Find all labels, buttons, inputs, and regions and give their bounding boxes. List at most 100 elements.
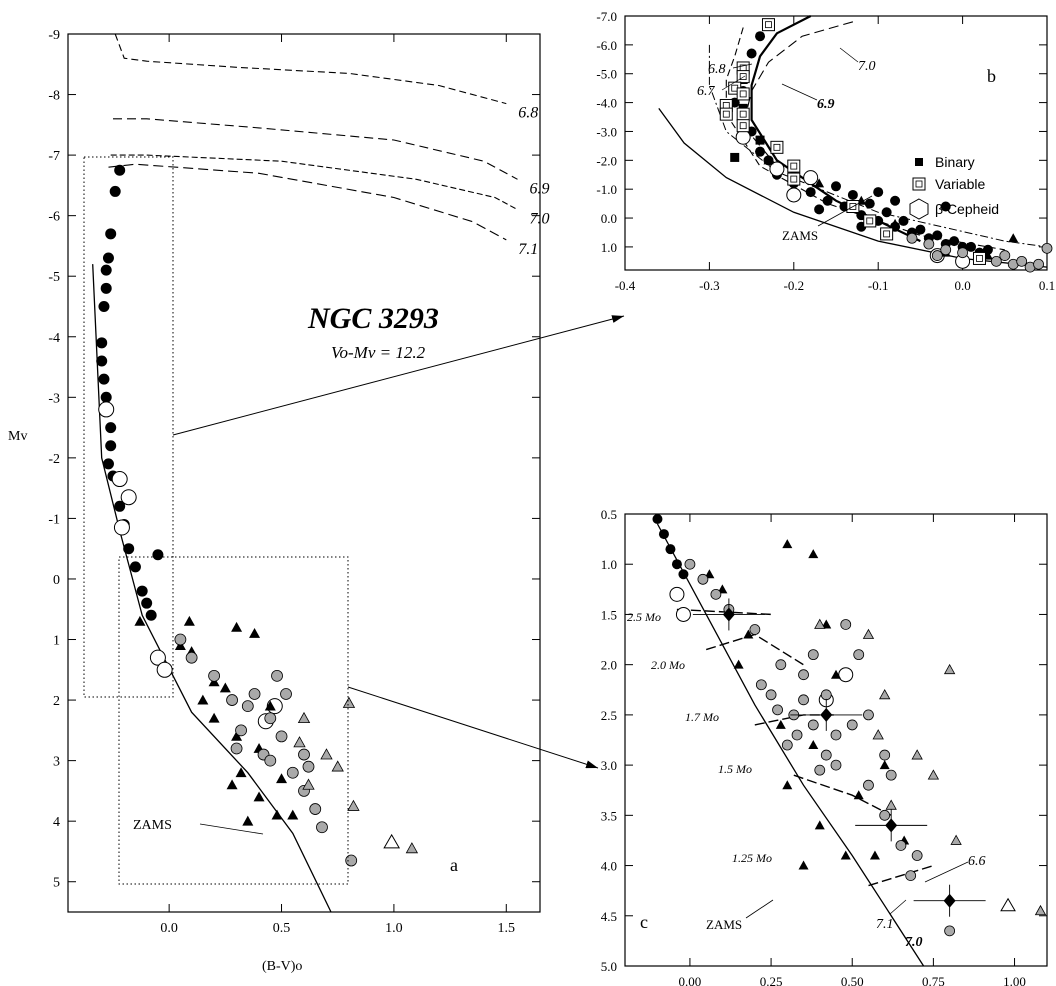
y-tick-label: 1.0 (601, 240, 617, 255)
zoom-box-c (118, 556, 349, 885)
open-circle-point (113, 519, 130, 536)
grey-triangle-point (297, 711, 311, 724)
filled-triangle-point (743, 629, 754, 639)
grey-triangle-point (302, 778, 315, 790)
grey-circle-point (863, 709, 874, 721)
filled-triangle-point (890, 218, 901, 228)
y-tick-label: 2.5 (601, 708, 617, 723)
grey-circle-point (174, 633, 187, 646)
grey-circle-point (345, 854, 358, 867)
filled-circle-point (915, 224, 926, 235)
grey-circle-point (905, 870, 917, 881)
panel-c-zams-label: ZAMS (706, 917, 742, 932)
panel-c-iso-6.6: 6.6 (968, 854, 986, 869)
grey-circle-point (241, 700, 254, 713)
filled-triangle-point (814, 820, 825, 830)
grey-circle-point (684, 558, 696, 570)
panel-b-ticks: -0.4 -0.3 -0.2 -0.1 0.0 0.1 -7.0 -6.0 -5.0 -4.0 -3… (596, 9, 1055, 293)
x-tick-label: 0.00 (679, 974, 702, 986)
y-tick-label: 2.0 (601, 658, 617, 673)
grey-triangle-point (862, 628, 875, 639)
y-tick-label: 1.0 (601, 557, 617, 572)
panel-c-mass-1.7: 1.7 Mo (685, 710, 719, 724)
grey-circle-point (298, 748, 310, 761)
grey-circle-point (885, 769, 897, 781)
grey-triangle-point (331, 760, 344, 772)
grey-circle-point (940, 244, 952, 256)
arrow-to-panel-c (347, 686, 599, 769)
y-tick-label: -6.0 (596, 38, 617, 53)
filled-circle-point (665, 544, 676, 555)
grey-circle-point (316, 821, 328, 834)
filled-circle-point (129, 561, 141, 573)
open-circle-point (735, 129, 751, 145)
track-2.5-Mo (676, 608, 772, 616)
open-triangle-point (383, 833, 401, 849)
grey-circle-point (286, 766, 299, 779)
filled-triangle-point (264, 700, 276, 711)
grey-circle-point (879, 749, 891, 761)
grey-circle-point (1041, 242, 1053, 254)
panel-c-zams-pointer (745, 899, 774, 919)
filled-circle-point (100, 391, 112, 403)
grey-triangle-point (879, 688, 891, 700)
panel-b-pointer-6.9 (781, 83, 818, 101)
filled-triangle-point (226, 779, 238, 790)
isochrone-label-7.0: 7.0 (530, 211, 550, 228)
x-tick-label: 0.0 (160, 921, 178, 936)
filled-triangle-point (134, 615, 146, 626)
filled-triangle-point (253, 791, 265, 802)
filled-circle-point (109, 185, 121, 197)
filled-triangle-point (879, 760, 890, 770)
grey-circle-point (765, 689, 777, 701)
filled-triangle-point (1008, 233, 1019, 243)
panel-a-xlabel: (B-V)o (262, 959, 302, 974)
filled-triangle-point (763, 155, 774, 165)
panel-a-label: a (450, 855, 458, 875)
open-circle-point (98, 401, 115, 418)
y-tick-label: 5 (53, 876, 60, 891)
filled-triangle-point (840, 850, 851, 860)
filled-triangle-point (231, 730, 243, 741)
panel-a-title: NGC 3293 (307, 302, 439, 335)
grey-circle-point (846, 719, 858, 731)
x-tick-label: 0.5 (273, 921, 291, 936)
grey-triangle-point (1034, 904, 1047, 916)
filled-circle-point (898, 215, 909, 226)
diamond-errorbar-point (820, 707, 833, 722)
grey-triangle-point (405, 842, 419, 854)
y-tick-label: -2.0 (596, 153, 617, 168)
grey-circle-point (248, 688, 261, 700)
filled-triangle-point (808, 740, 819, 750)
filled-triangle-point (197, 694, 209, 705)
grey-triangle-point (911, 749, 923, 760)
legend-variable-label: Variable (935, 176, 986, 192)
filled-triangle-point (287, 809, 299, 820)
filled-triangle-point (733, 659, 744, 669)
grey-circle-point (923, 238, 935, 250)
grey-circle-point (879, 809, 891, 821)
filled-triangle-point (869, 850, 880, 860)
grey-triangle-point (872, 729, 884, 740)
grey-circle-point (906, 232, 918, 244)
panel-a-points (96, 164, 419, 867)
filled-triangle-point (782, 780, 793, 790)
y-tick-label: -2 (48, 452, 60, 467)
x-tick-label: -0.2 (784, 278, 805, 293)
filled-circle-point (98, 373, 110, 385)
panel-b-lines (658, 15, 1048, 268)
grey-circle-point (863, 779, 874, 791)
open-circle-point (803, 170, 819, 186)
grey-circle-point (1016, 255, 1028, 267)
filled-circle-point (814, 204, 825, 215)
panel-c-ticks: 0.00 0.25 0.50 0.75 1.00 0.5 1.0 1.5 2.0 2.5 3.0 3.… (601, 507, 1047, 986)
open-square-point-inner (739, 90, 747, 98)
x-tick-label: 0.50 (841, 974, 864, 986)
x-tick-label: -0.3 (699, 278, 720, 293)
panel-b-pointer-6.7 (721, 75, 746, 91)
x-tick-label: -0.1 (868, 278, 889, 293)
x-tick-label: 0.75 (922, 974, 945, 986)
y-tick-label: -3.0 (596, 124, 617, 139)
panel-b-legend: Binary Variable β Cepheid (909, 154, 999, 220)
